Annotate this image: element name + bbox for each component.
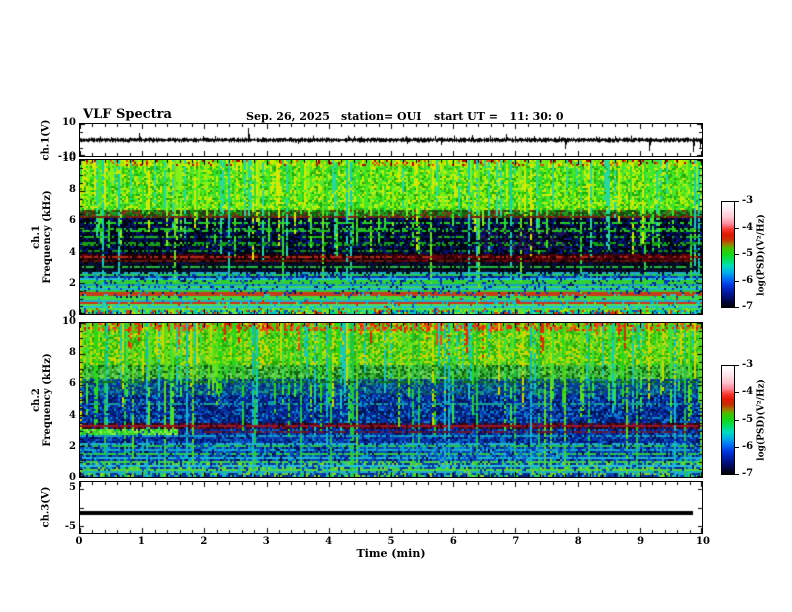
start-ut-label: start UT = 11: 30: 0 [434, 110, 564, 123]
colorbar-tick-label: -7 [742, 468, 754, 479]
figure-title: VLF Spectra [83, 107, 172, 122]
colorbar-tick [735, 474, 739, 475]
colorbar-tick [735, 446, 739, 448]
colorbar-axis-label: log(PSD)(V²/Hz) [756, 379, 767, 461]
x-axis-tick-label: 7 [512, 536, 520, 547]
x-axis-tick-label: 3 [262, 536, 270, 547]
date-label: Sep. 26, 2025 [246, 110, 330, 123]
x-axis-tick-label: 6 [449, 536, 457, 547]
y-axis-tick-label: 10 [62, 117, 76, 128]
y-axis-tick-label: 10 [62, 153, 76, 164]
y-axis-tick-label: -5 [64, 521, 76, 533]
x-axis-tick-label: 5 [387, 536, 395, 547]
ch1-spectrogram-canvas [80, 160, 702, 314]
x-axis-tick-label: 8 [574, 536, 582, 547]
y-axis-tick-label: 2 [69, 277, 76, 289]
colorbar-tick [735, 254, 739, 255]
ch1-label-line1: ch.1 [31, 225, 42, 249]
ch2-label-line1: ch.2 [31, 388, 42, 412]
y-axis-tick-label: 10 [62, 316, 76, 327]
ch2-spectrogram-panel [79, 322, 703, 478]
colorbar-tick [735, 419, 739, 421]
station-label: station= OUI [341, 110, 422, 123]
ch2-spectrogram-canvas [80, 323, 702, 477]
colorbar-tick-label: -6 [742, 274, 754, 286]
colorbar-tick [735, 365, 739, 366]
colorbar-tick-label: -3 [742, 195, 754, 206]
x-axis-tick-label: 0 [75, 536, 83, 547]
colorbar-tick [735, 201, 739, 202]
colorbar-tick-label: -4 [742, 221, 754, 233]
y-axis-tick-label: 8 [69, 347, 76, 359]
x-axis-tick-label: 9 [637, 536, 645, 547]
ch2-frequency-axis-label: ch.2 Frequency (kHz) [31, 353, 53, 446]
y-axis-tick-label: -10 [57, 151, 76, 162]
colorbar-tick [735, 392, 739, 394]
x-axis-tick-label: 1 [137, 536, 145, 547]
colorbar-tick [735, 280, 739, 282]
colorbar-tick-label: -7 [742, 301, 754, 312]
ch1-spectrogram-panel [79, 159, 703, 315]
ch3-waveform-panel [79, 481, 703, 534]
colorbar-tick-label: -4 [742, 386, 754, 398]
ch1-waveform-canvas [80, 124, 702, 156]
y-axis-tick-label: 4 [69, 246, 76, 258]
colorbar-tick-label: -5 [742, 413, 754, 425]
colorbar [721, 365, 735, 475]
colorbar [721, 201, 735, 308]
colorbar-tick-label: -3 [742, 359, 754, 370]
x-axis-tick-label: 10 [696, 536, 710, 547]
x-axis-title: Time (min) [356, 547, 426, 560]
x-axis-tick-label: 2 [200, 536, 208, 547]
y-axis-tick-label: 6 [69, 378, 76, 390]
y-axis-tick-label: 4 [69, 409, 76, 421]
colorbar-tick-label: -6 [742, 440, 754, 452]
ch1-label-line2: Frequency (kHz) [42, 190, 53, 284]
ch1-waveform-panel [79, 123, 703, 157]
y-axis-tick-label: 5 [69, 481, 76, 493]
y-axis-tick-label: 6 [69, 215, 76, 227]
colorbar-tick [735, 307, 739, 308]
y-axis-tick-label: 0 [69, 309, 76, 320]
colorbar-tick [735, 227, 739, 229]
ch1-frequency-axis-label: ch.1 Frequency (kHz) [31, 190, 53, 283]
y-axis-tick-label: 0 [69, 472, 76, 483]
y-axis-tick-label: 8 [69, 184, 76, 196]
colorbar-axis-label: log(PSD)(V²/Hz) [756, 213, 767, 296]
x-axis-tick-label: 4 [325, 536, 333, 547]
ch3-waveform-canvas [80, 482, 702, 533]
colorbar-tick-label: -5 [742, 248, 754, 259]
y-axis-tick-label: 2 [69, 440, 76, 452]
ch2-label-line2: Frequency (kHz) [42, 353, 53, 447]
